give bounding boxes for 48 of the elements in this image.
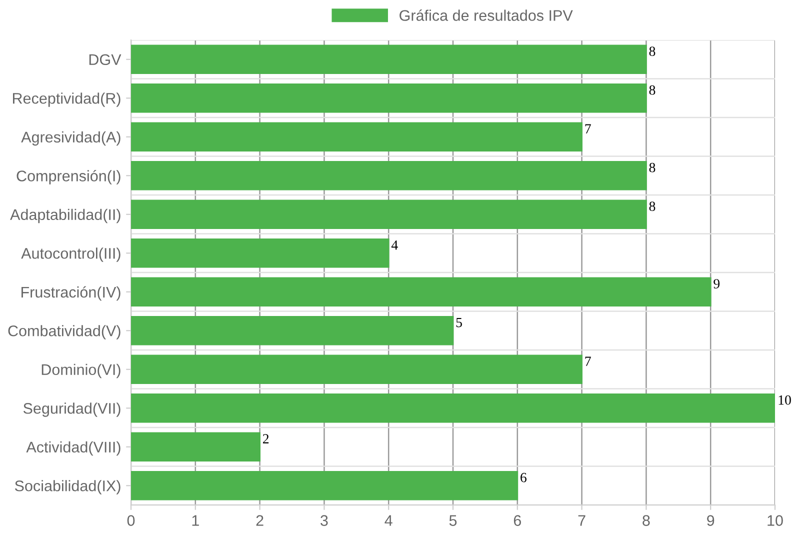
data-label: 9: [714, 279, 720, 288]
bar: [131, 44, 647, 74]
y-tick-label: Adaptabilidad(II): [10, 208, 120, 224]
y-tick-label: DGV: [89, 54, 122, 66]
bar: [131, 354, 582, 384]
data-label: 7: [585, 124, 591, 134]
x-tick-label: 0: [127, 515, 135, 526]
data-label: 2: [262, 434, 269, 444]
bar: [131, 432, 260, 462]
data-label: 8: [649, 202, 656, 211]
bar: [131, 393, 775, 423]
y-tick-label: Combatividad(V): [8, 325, 120, 340]
y-tick-label: Comprensión(I): [16, 170, 120, 184]
bar: [131, 200, 647, 230]
bar: [131, 83, 647, 113]
data-label: 4: [391, 240, 398, 250]
x-tick-label: 9: [707, 515, 714, 526]
data-label: 6: [520, 472, 527, 482]
x-tick-label: 1: [192, 515, 199, 526]
x-tick-label: 8: [642, 515, 650, 526]
x-tick-label: 4: [384, 515, 392, 526]
y-tick-label: Sociabilidad(IX): [14, 480, 120, 494]
bar: [131, 316, 454, 346]
y-tick-label: Dominio(VI): [42, 364, 120, 378]
y-tick-label: Autocontrol(III): [21, 248, 120, 262]
data-label: 8: [649, 85, 656, 95]
data-label: 5: [456, 318, 462, 328]
y-tick-label: Agresividad(A): [21, 131, 120, 146]
data-label: 7: [585, 356, 591, 366]
legend-label: Gráfica de resultados IPV: [400, 10, 573, 21]
bar: [131, 277, 712, 307]
x-tick-label: 6: [514, 515, 521, 526]
y-tick-label: Seguridad(VII): [23, 402, 120, 417]
bar: [131, 122, 582, 152]
x-tick-label: 2: [256, 515, 264, 526]
data-label: 10: [778, 395, 791, 405]
data-label: 8: [649, 46, 656, 56]
y-tick-label: Frustración(IV): [22, 286, 120, 301]
bar: [131, 160, 647, 190]
x-tick-label: 10: [768, 515, 783, 526]
y-tick-label: Receptividad(R): [13, 92, 120, 107]
x-tick-label: 3: [320, 515, 328, 526]
x-tick-label: 5: [449, 515, 457, 526]
x-tick-label: 7: [578, 515, 586, 526]
y-tick-label: Actividad(VIII): [26, 441, 120, 456]
data-label: 8: [649, 162, 656, 172]
bar: [131, 470, 518, 500]
bar: [131, 238, 390, 268]
